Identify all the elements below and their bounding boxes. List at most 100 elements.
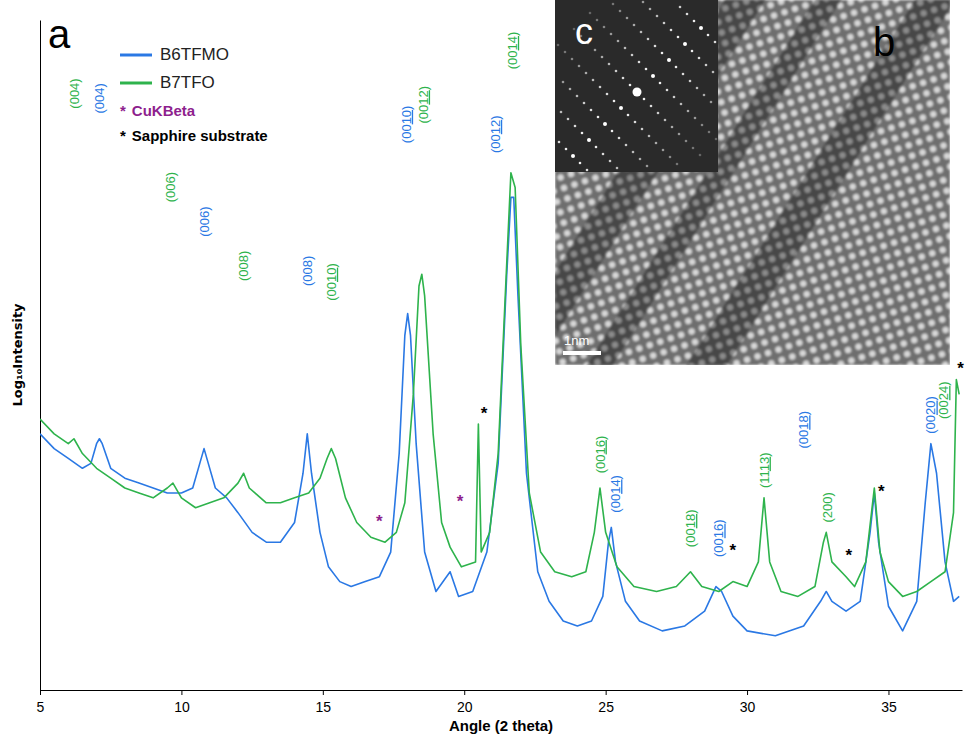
peak-label-part: ) — [683, 510, 698, 514]
diffraction-spot — [677, 36, 680, 39]
diffraction-spot — [687, 110, 690, 113]
diffraction-spot — [707, 34, 710, 37]
asterisks: ******* — [376, 359, 964, 565]
diffraction-spot — [671, 126, 674, 129]
diffraction-spot — [629, 84, 632, 87]
diffraction-spot — [596, 19, 599, 22]
diffraction-spot — [567, 118, 570, 121]
peak-label-part: ) — [936, 381, 951, 385]
diffraction-spot — [675, 66, 678, 69]
diffraction-spot — [693, 20, 696, 23]
diffraction-spot — [701, 124, 704, 127]
diffraction-spot — [667, 58, 671, 62]
diffraction-spot — [638, 61, 641, 64]
diffraction-spot — [576, 95, 579, 98]
diffraction-spot — [670, 29, 673, 32]
peak-label: (0016) — [593, 436, 608, 474]
peak-label-part: ) — [399, 106, 414, 110]
diffraction-spot — [698, 57, 701, 60]
diffraction-spot — [601, 56, 604, 59]
diffraction-spot — [699, 154, 702, 157]
x-tick-mark — [747, 690, 748, 695]
diffraction-spot — [696, 87, 699, 90]
x-tick-mark — [888, 690, 889, 695]
diffraction-spot — [689, 80, 692, 83]
diffraction-spot — [661, 52, 664, 55]
diffraction-spot — [625, 144, 628, 147]
peak-label-part: ) — [757, 452, 772, 456]
x-tick-mark — [464, 690, 465, 695]
diffraction-spot — [608, 63, 611, 66]
diffraction-spot — [663, 22, 666, 25]
inset-image — [555, 0, 950, 365]
peak-label: (006) — [197, 206, 212, 236]
peak-label-part: (00 — [796, 430, 811, 449]
diffraction-spot — [678, 133, 681, 136]
inset-band — [555, 0, 950, 365]
asterisk: * — [457, 492, 464, 511]
asterisk: * — [481, 404, 488, 423]
diffraction-spot — [685, 140, 688, 143]
diffraction-spot — [564, 51, 567, 54]
legend-note-symbol: * — [120, 102, 126, 119]
legend-note-symbol: * — [120, 127, 126, 144]
diffraction-spot — [715, 138, 718, 141]
peak-label: (008) — [236, 251, 251, 281]
peak-label-part: 10 — [324, 268, 339, 282]
peak-label: (0014) — [505, 32, 520, 70]
diffraction-spot — [680, 103, 683, 106]
x-tick: 5 — [37, 690, 45, 715]
diffraction-spot — [651, 74, 655, 78]
diffraction-spot — [641, 128, 644, 131]
diffraction-spot — [646, 165, 649, 168]
diffraction-spot — [617, 40, 620, 43]
peak-label-part: 24 — [936, 386, 951, 400]
diffraction-spot — [692, 147, 695, 150]
diffraction-spot — [662, 149, 665, 152]
peak-label-part: 12 — [488, 120, 503, 134]
peak-label: (1113) — [757, 452, 772, 488]
diffraction-spot — [619, 106, 623, 110]
x-tick: 20 — [457, 690, 473, 715]
legend-label: B6TFMO — [160, 45, 229, 64]
diffraction-spot — [595, 146, 598, 149]
diffraction-spot — [581, 132, 584, 135]
diffraction-spot — [585, 72, 588, 75]
diffraction-spot — [574, 125, 577, 128]
diffraction-spot — [569, 88, 572, 91]
diffraction-spot — [642, 1, 645, 4]
diffraction-spot — [619, 10, 622, 13]
diffraction-spot — [683, 42, 687, 46]
peak-label-part: ) — [324, 263, 339, 267]
diffraction-spot — [686, 13, 689, 16]
legend-swatch — [120, 82, 152, 85]
peak-label-part: 12 — [416, 90, 431, 104]
diffraction-spot — [586, 169, 589, 172]
x-tick-label: 20 — [457, 699, 473, 715]
diffraction-spot — [603, 122, 607, 126]
diffraction-spot — [558, 141, 561, 144]
peak-label: (0014) — [608, 475, 623, 513]
diffraction-spot — [673, 96, 676, 99]
panel-letter: c — [575, 11, 593, 52]
x-tick: 25 — [598, 690, 614, 715]
peak-label: (0010) — [324, 263, 339, 301]
diffraction-spot — [679, 6, 682, 9]
peak-label-part: ) — [796, 411, 811, 415]
asterisk: * — [878, 482, 885, 501]
panel-letter: b — [873, 20, 895, 64]
peak-label-part: ) — [488, 115, 503, 119]
x-tick-label: 30 — [740, 699, 756, 715]
x-tick-mark — [323, 690, 324, 695]
diffraction-spot — [669, 156, 672, 159]
diffraction-spot — [597, 116, 600, 119]
diffraction-spot — [578, 65, 581, 68]
peak-label: (0016) — [711, 519, 726, 557]
x-tick-mark — [181, 690, 182, 695]
diffraction-spot — [632, 151, 635, 154]
x-tick-mark — [40, 690, 41, 695]
peak-label: (006) — [163, 172, 178, 202]
diffraction-spot — [666, 89, 669, 92]
peak-label-part: 16 — [593, 440, 608, 454]
diffraction-spot — [615, 70, 618, 73]
